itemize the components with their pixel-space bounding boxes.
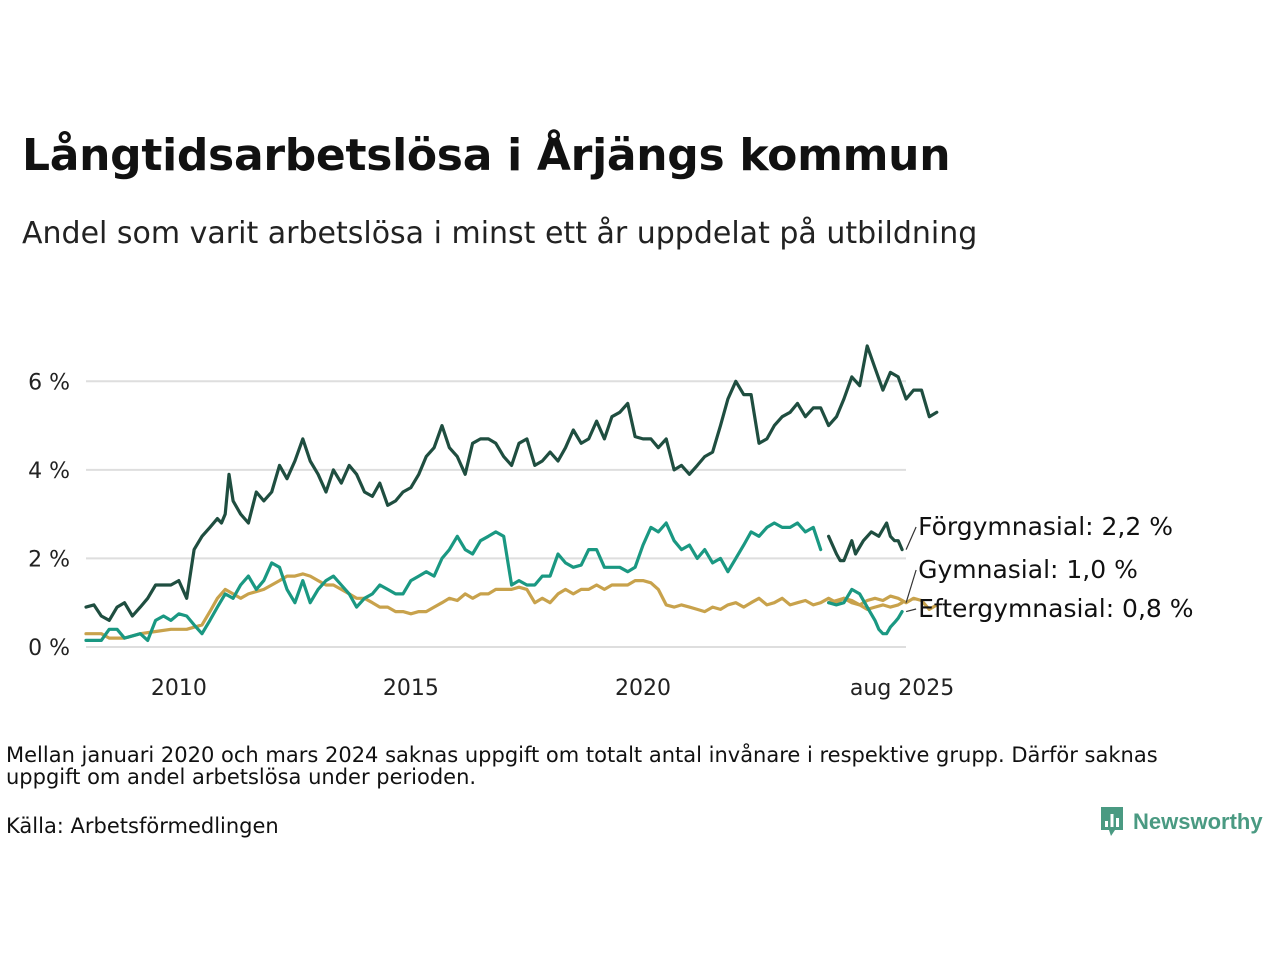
chart-title: Långtidsarbetslösa i Årjängs kommun [22,130,951,181]
series-line-eftergymnasial [84,521,823,642]
series-label-gymnasial: Gymnasial: 1,0 % [918,555,1138,584]
y-tick-label: 6 % [28,370,70,395]
series-lines [84,344,939,642]
series-line-eftergymnasial [827,587,904,636]
y-tick-label: 0 % [28,636,70,661]
y-tick-label: 4 % [28,459,70,484]
y-tick-label: 2 % [28,547,70,572]
footnote: Mellan januari 2020 och mars 2024 saknas… [6,743,1158,789]
brand-name: Newsworthy [1133,809,1263,834]
x-tick-label: aug 2025 [850,676,954,701]
chart-bubble-icon [1101,807,1123,836]
grid-lines [86,380,906,648]
chart-subtitle: Andel som varit arbetslösa i minst ett å… [22,216,978,251]
series-line-förgymnasial [827,521,904,563]
series-label-eftergymnasial: Eftergymnasial: 0,8 % [918,594,1193,623]
source-text: Källa: Arbetsförmedlingen [6,814,279,838]
x-axis-ticks: 2010 2015 2020 aug 2025 [151,676,954,701]
series-line-gymnasial [84,572,939,640]
series-end-labels: Förgymnasial: 2,2 % Gymnasial: 1,0 % Efter… [905,512,1194,623]
label-leader-line [905,569,917,603]
label-leader-line [905,608,917,613]
x-tick-label: 2010 [151,676,207,701]
x-tick-label: 2020 [615,676,671,701]
newsworthy-logo: Newsworthy [1099,806,1263,838]
y-axis-ticks: 0 % 2 % 4 % 6 % [28,370,70,661]
x-tick-label: 2015 [383,676,439,701]
series-label-förgymnasial: Förgymnasial: 2,2 % [918,512,1173,541]
series-line-förgymnasial [84,344,939,622]
label-leader-line [905,526,917,550]
line-chart: 0 % 2 % 4 % 6 % 2010 2015 2020 aug 2025 Förgym… [28,344,1194,701]
